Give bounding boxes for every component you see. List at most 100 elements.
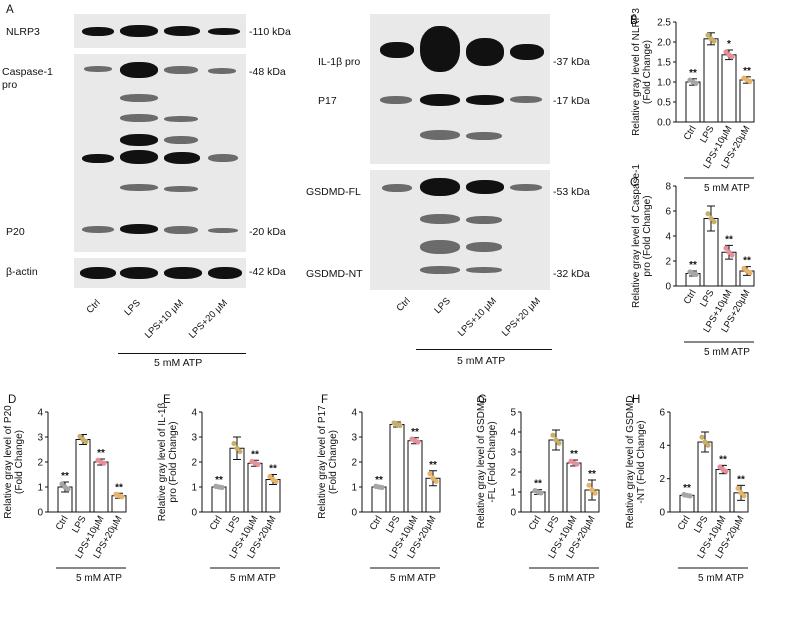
data-point [726,52,732,58]
significance-label: ** [743,256,751,267]
y-tick-label: 0 [510,508,516,519]
bar [703,38,719,123]
panel-letter-b: B [630,15,638,27]
y-tick-label: 2 [191,458,197,469]
data-point [726,249,732,255]
panel-letter-d: D [8,394,16,406]
data-point [708,215,714,222]
x-tick-label: Ctrl [682,124,699,142]
significance-label: ** [588,469,596,480]
y-tick-label: 0 [659,508,665,519]
data-point [553,437,559,443]
row-label-p20: P20 [6,226,25,238]
significance-label: ** [743,66,751,77]
y-tick-label: 5 [510,408,516,419]
blot-gsdmd [370,170,550,290]
y-axis-label: Relative gray level of GSDMD [625,396,636,529]
y-tick-label: 3 [191,433,197,444]
data-point [702,439,708,445]
significance-label: ** [570,449,578,460]
y-axis-label: -NT (Fold Change) [636,420,647,503]
row-label-gsdmd-fl: GSDMD-FL [306,186,361,198]
bar [407,440,423,513]
significance-label: ** [97,448,105,459]
bar [247,462,263,513]
group-label: 5 mM ATP [76,573,122,584]
significance-label: ** [689,260,697,271]
x-tick-label: Ctrl [676,514,693,532]
panel-letter-c: C [630,177,638,189]
y-axis-label: (Fold Change) [642,40,653,104]
y-tick-label: 3 [37,433,43,444]
row-label-caspase1: Caspase-1 pro [2,66,53,91]
data-point [738,490,744,496]
data-point [744,77,750,83]
bar [371,486,387,513]
y-tick-label: 0.5 [657,98,671,109]
y-tick-label: 4 [659,441,665,452]
bar [715,469,731,513]
kda-label-p20: -20 kDa [249,226,286,238]
kda-label-beta-actin: -42 kDa [249,266,286,278]
bar [530,491,546,513]
group-label: 5 mM ATP [549,573,595,584]
data-point [376,484,382,490]
y-axis-label: Relative gray level of P17 [317,405,328,519]
y-tick-label: 2.0 [657,38,671,49]
y-axis-label: (Fold Change) [328,430,339,494]
y-tick-label: 1 [510,488,516,499]
panel-letter-h: H [632,394,640,406]
kda-label-p17: -17 kDa [553,95,590,107]
group-label: 5 mM ATP [704,347,750,358]
group-label: 5 mM ATP [698,573,744,584]
group-label: 5 mM ATP [390,573,436,584]
x-tick-label: Ctrl [527,514,544,532]
data-point [723,245,729,251]
significance-label: ** [269,464,277,475]
significance-label: ** [215,475,223,486]
data-point [98,459,104,465]
bar [739,79,755,123]
y-tick-label: 4 [665,232,671,243]
data-point [571,460,577,466]
y-axis-label: (Fold Change) [14,430,25,494]
data-point [699,434,705,440]
data-point [720,466,726,473]
x-tick-label: Ctrl [208,514,225,532]
y-axis-label: -FL (Fold Change) [487,421,498,502]
significance-label: ** [689,68,697,79]
group-label: 5 mM ATP [704,183,750,194]
bar [566,462,582,513]
kda-label-il1b-pro: -37 kDa [553,56,590,68]
bar [548,439,564,513]
y-tick-label: 1.0 [657,78,671,89]
data-point [80,436,86,443]
data-point [589,487,595,493]
y-axis-label: pro (Fold Change) [168,421,179,502]
treatment-label: 5 mM ATP [154,357,203,369]
bar [75,439,91,513]
data-point [412,438,418,444]
y-tick-label: 0 [191,508,197,519]
data-point [252,460,258,466]
y-tick-label: 1 [37,483,43,494]
y-tick-label: 3 [510,448,516,459]
y-tick-label: 4 [37,408,43,419]
significance-label: ** [719,454,727,465]
data-point [690,270,696,277]
y-axis-label: Relative gray level of GSDMD [476,396,487,529]
kda-label-gsdmd-fl: -53 kDa [553,186,590,198]
kda-label-gsdmd-nt: -32 kDa [553,268,590,280]
row-label-gsdmd-nt: GSDMD-NT [306,268,363,280]
y-tick-label: 4 [510,428,516,439]
y-tick-label: 6 [659,408,665,419]
y-tick-label: 2 [351,458,357,469]
y-tick-label: 1.5 [657,58,671,69]
significance-label: * [727,39,731,50]
blot-nlrp3 [74,14,246,48]
y-tick-label: 8 [665,182,671,193]
kda-label-caspase1: -48 kDa [249,66,286,78]
x-tick-label: Ctrl [54,514,71,532]
y-tick-label: 4 [191,408,197,419]
data-point [231,440,237,447]
